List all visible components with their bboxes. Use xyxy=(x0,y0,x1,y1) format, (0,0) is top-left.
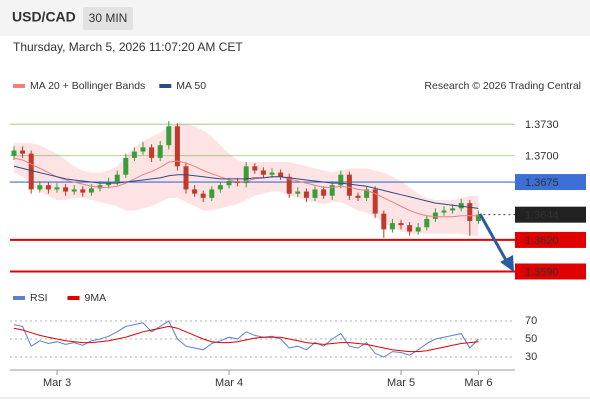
level-label: 1.3730 xyxy=(525,119,559,131)
candle-body xyxy=(467,203,473,221)
forecast-arrowhead xyxy=(500,255,514,272)
candle-body xyxy=(441,210,447,213)
candle-body xyxy=(217,185,223,190)
candle-body xyxy=(346,174,352,196)
candle-body xyxy=(37,185,43,190)
timeframe-box xyxy=(83,7,133,30)
candle-body xyxy=(20,150,26,154)
candle-body xyxy=(278,172,284,177)
candle-body xyxy=(372,189,378,214)
series-line xyxy=(13,320,479,358)
legend-label: MA 20 + Bollinger Bands xyxy=(30,80,145,92)
level-label: 1.3675 xyxy=(525,177,559,189)
candle-body xyxy=(71,189,77,192)
candle-body xyxy=(157,145,163,158)
candle-body xyxy=(432,212,438,219)
candle-body xyxy=(183,166,189,190)
timeframe: 30 MIN xyxy=(89,11,128,25)
series-line xyxy=(13,325,479,353)
candle-body xyxy=(286,176,292,194)
candle-body xyxy=(28,153,34,190)
y-tick-label: 70 xyxy=(525,315,537,327)
candle-body xyxy=(260,170,266,175)
candle-body xyxy=(458,203,464,209)
candle-body xyxy=(226,181,232,186)
candle-body xyxy=(450,208,456,211)
candle-body xyxy=(88,188,94,193)
symbol: USD/CAD xyxy=(12,9,76,25)
candle-body xyxy=(381,213,387,230)
candle-body xyxy=(45,185,51,190)
level-label: 1.3590 xyxy=(525,266,559,278)
candle-body xyxy=(295,191,301,194)
candle-body xyxy=(243,166,249,184)
legend-label: RSI xyxy=(30,292,48,304)
level-tag xyxy=(515,206,586,223)
x-tick-label: Mar 4 xyxy=(215,377,243,389)
candle-body xyxy=(63,187,69,192)
moving-average xyxy=(13,165,479,209)
candle-body xyxy=(131,151,137,158)
x-tick-label: Mar 6 xyxy=(464,377,492,389)
candle-body xyxy=(475,214,481,221)
candle-body xyxy=(398,223,404,226)
candle-body xyxy=(338,174,344,186)
legend-swatch xyxy=(159,84,172,88)
candle-body xyxy=(174,126,180,167)
candle-body xyxy=(166,126,172,146)
level-label: 1.3644 xyxy=(525,210,559,222)
candle-body xyxy=(97,185,103,189)
candle-body xyxy=(11,150,17,156)
candle-body xyxy=(149,147,155,158)
candle-body xyxy=(123,157,129,175)
level-tag xyxy=(515,231,586,248)
candle-body xyxy=(200,193,206,198)
candle-body xyxy=(321,189,327,196)
level-label: 1.3620 xyxy=(525,235,559,247)
candle-body xyxy=(114,174,120,183)
forecast-arrow xyxy=(478,213,509,263)
level-label: 1.3700 xyxy=(525,151,559,163)
candle-body xyxy=(140,147,146,152)
legend-label: MA 50 xyxy=(176,80,206,92)
candle-body xyxy=(312,189,318,198)
candle-body xyxy=(415,227,421,232)
legend-swatch xyxy=(67,296,80,300)
candle-body xyxy=(424,218,430,228)
y-tick-label: 50 xyxy=(525,333,537,345)
candle-body xyxy=(80,189,86,193)
level-tag xyxy=(515,263,586,280)
legend-swatch xyxy=(13,84,25,88)
candle-body xyxy=(389,223,395,230)
x-tick-label: Mar 3 xyxy=(43,377,71,389)
candle-body xyxy=(106,182,112,186)
legend-swatch xyxy=(13,296,25,300)
candle-body xyxy=(329,185,335,196)
candle-body xyxy=(209,189,215,198)
candle-body xyxy=(192,189,198,194)
legend-label: 9MA xyxy=(85,292,107,304)
candle-body xyxy=(407,225,413,232)
candle-body xyxy=(303,191,309,198)
candle-body xyxy=(252,166,258,171)
moving-average xyxy=(13,157,479,218)
timestamp: Thursday, March 5, 2026 11:07:20 AM CET xyxy=(13,40,243,54)
level-tag xyxy=(515,174,586,191)
candle-body xyxy=(355,195,361,198)
x-tick-label: Mar 5 xyxy=(387,377,415,389)
candle-body xyxy=(364,189,370,198)
candle-body xyxy=(54,187,60,190)
candle-body xyxy=(269,172,275,175)
source: Research © 2026 Trading Central xyxy=(424,80,581,92)
y-tick-label: 30 xyxy=(525,351,537,363)
